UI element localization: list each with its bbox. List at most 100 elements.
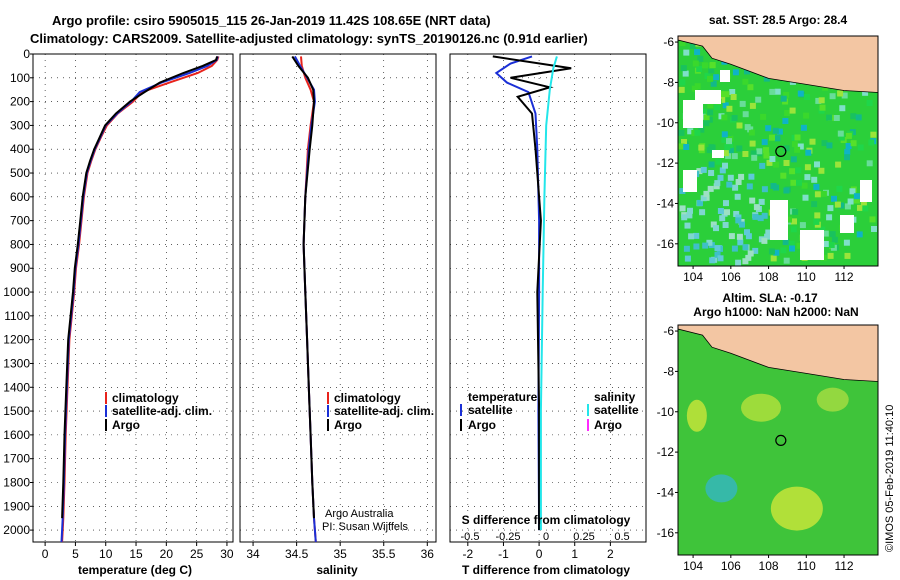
sst-pixel xyxy=(804,174,811,181)
figure-title-line1: Argo profile: csiro 5905015_115 26-Jan-2… xyxy=(52,13,491,28)
s-tick-label: -0.25 xyxy=(495,531,520,543)
sst-pixel xyxy=(766,159,773,166)
sst-pixel xyxy=(866,160,873,167)
diff-legend-t-satellite: satellite xyxy=(468,403,513,417)
depth-tick-label: 1000 xyxy=(3,285,30,299)
lat-tick-label: -10 xyxy=(657,116,675,130)
sst-pixel xyxy=(679,79,686,86)
sst-pixel xyxy=(789,107,796,114)
sst-pixel xyxy=(682,70,689,77)
x-tick-label: -2 xyxy=(462,547,473,561)
sst-pixel xyxy=(769,156,776,162)
sst-pixel xyxy=(763,75,770,82)
sst-pixel xyxy=(713,74,720,81)
sst-pixel xyxy=(763,147,769,154)
sst-pixel xyxy=(761,186,768,193)
sst-pixel xyxy=(738,173,745,180)
sst-pixel xyxy=(706,116,713,123)
sst-pixel xyxy=(739,221,745,228)
sst-pixel xyxy=(709,257,716,264)
sst-pixel xyxy=(726,181,733,188)
sst-pixel xyxy=(828,242,835,248)
depth-tick-label: 800 xyxy=(10,237,30,251)
legend-argo-label: Argo xyxy=(112,418,140,432)
sst-pixel xyxy=(844,149,851,156)
sst-pixel xyxy=(805,149,812,156)
sst-pixel xyxy=(710,80,717,87)
lat-tick-label: -12 xyxy=(657,445,675,459)
sst-pixel xyxy=(765,229,772,236)
lat-tick-label: -8 xyxy=(663,75,674,89)
lon-tick-label: 112 xyxy=(834,270,853,284)
sst-pixel xyxy=(708,161,715,168)
sst-pixel xyxy=(731,245,738,252)
lon-tick-label: 112 xyxy=(834,559,853,573)
sst-pixel xyxy=(710,221,717,228)
sla-high-blob xyxy=(741,393,782,422)
sst-pixel xyxy=(696,66,703,72)
sst-pixel xyxy=(797,143,804,150)
depth-tick-label: 2000 xyxy=(3,523,30,537)
sst-pixel xyxy=(784,110,791,116)
sst-pixel xyxy=(681,214,688,221)
lat-tick-label: -8 xyxy=(663,364,674,378)
cloud-gap xyxy=(683,100,703,128)
sst-pixel xyxy=(749,197,756,204)
sst-pixel xyxy=(745,233,752,240)
sst-pixel xyxy=(719,96,726,103)
sst-pixel xyxy=(827,205,834,212)
sst-pixel xyxy=(795,167,802,174)
sst-pixel xyxy=(783,257,790,264)
sst-pixel xyxy=(760,113,767,120)
lon-tick-label: 104 xyxy=(683,559,703,573)
sst-pixel xyxy=(819,226,826,233)
sst-pixel xyxy=(850,113,857,120)
map-frame xyxy=(677,35,879,267)
sst-pixel xyxy=(845,132,852,139)
sst-pixel xyxy=(727,147,734,154)
sst-pixel xyxy=(799,222,806,229)
depth-tick-label: 1100 xyxy=(4,309,30,323)
depth-axis-labels: 0 100 200 300 400 500 600 700 800 900 1000 1100 1200… xyxy=(3,47,33,537)
sst-pixel xyxy=(813,218,820,225)
sst-pixel xyxy=(744,229,750,236)
sst-pixel xyxy=(826,114,833,121)
diff-legend-s-satellite: satellite xyxy=(594,403,639,417)
sst-pixel xyxy=(763,152,770,159)
sst-pixel xyxy=(866,100,873,106)
sst-pixel xyxy=(721,131,728,138)
lat-tick-label: -6 xyxy=(663,324,674,338)
sst-pixel xyxy=(684,255,691,262)
x-tick-label: 5 xyxy=(72,547,79,561)
sst-pixel xyxy=(804,164,811,171)
sst-pixel xyxy=(780,247,787,254)
imos-timestamp: ©IMOS 05-Feb-2019 11:40:10 xyxy=(884,405,896,552)
sst-pixel xyxy=(857,204,863,211)
sst-pixel xyxy=(742,258,749,265)
temperature-xlabel: temperature (deg C) xyxy=(78,563,192,577)
cloud-gap xyxy=(860,180,872,202)
sst-pixel xyxy=(800,124,807,131)
lon-tick-label: 110 xyxy=(797,270,816,284)
sst-pixel xyxy=(853,197,860,204)
sst-pixel xyxy=(693,232,700,239)
lat-tick-label: -10 xyxy=(657,405,675,419)
sst-pixel xyxy=(849,188,856,195)
temperature-legend: climatology satellite-adj. clim. Argo xyxy=(105,391,212,432)
x-tick-label: 10 xyxy=(99,547,113,561)
depth-tick-label: 1700 xyxy=(3,452,30,466)
sst-pixel xyxy=(792,141,798,148)
sst-pixel xyxy=(820,190,827,197)
sst-pixel xyxy=(789,168,796,175)
depth-tick-label: 1500 xyxy=(3,404,30,418)
sst-pixel xyxy=(755,96,762,103)
sst-pixel xyxy=(786,216,792,223)
lon-tick-label: 110 xyxy=(797,559,816,573)
sst-pixel xyxy=(680,65,687,72)
s-difference-ticks: -0.5 -0.25 0 0.25 0.5 xyxy=(461,531,630,543)
sst-map-title: sat. SST: 28.5 Argo: 28.4 xyxy=(709,13,848,27)
sst-pixel xyxy=(703,190,710,197)
depth-tick-label: 300 xyxy=(10,118,30,132)
sst-pixel xyxy=(731,115,738,121)
sst-pixel xyxy=(681,139,687,145)
